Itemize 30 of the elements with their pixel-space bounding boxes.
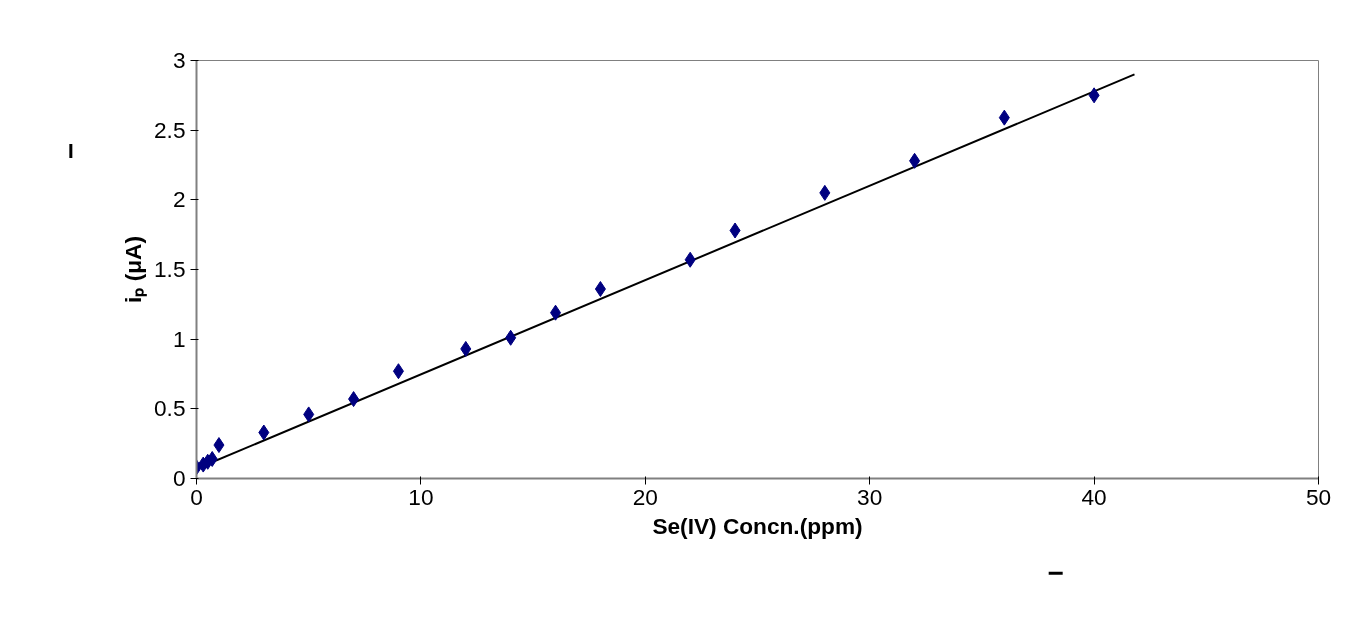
y-axis-title: iₚ (μA)	[120, 236, 147, 303]
x-tick-label: 10	[408, 483, 434, 510]
point	[303, 406, 315, 423]
y-tick-label: 2.5	[154, 116, 186, 143]
point	[909, 152, 921, 169]
x-tick-label: 0	[190, 483, 203, 510]
point	[594, 281, 606, 298]
y-tick-label: 2	[172, 186, 186, 213]
x-tick-label: 50	[1305, 483, 1332, 510]
x-tick-label: 20	[632, 483, 658, 510]
y-tick-label: 1.5	[154, 256, 186, 282]
x-axis-title: Se(IV) Concn.(ppm)	[652, 512, 863, 539]
y-tick-label: 1	[172, 325, 186, 352]
y-tick-label: 3	[172, 47, 186, 73]
point	[684, 251, 696, 268]
point	[258, 424, 270, 441]
point	[213, 437, 225, 454]
point	[819, 184, 831, 201]
x-tick-label: 30	[857, 483, 883, 510]
point	[392, 363, 404, 380]
point	[1088, 87, 1100, 104]
x-tick-label: 40	[1081, 483, 1107, 510]
point	[505, 329, 517, 346]
point	[460, 340, 472, 357]
point	[348, 391, 360, 408]
point	[729, 222, 741, 239]
y-tick-label: 0	[172, 465, 186, 491]
y-tick-label: 0.5	[154, 395, 186, 422]
point	[550, 304, 562, 321]
point	[998, 109, 1010, 126]
